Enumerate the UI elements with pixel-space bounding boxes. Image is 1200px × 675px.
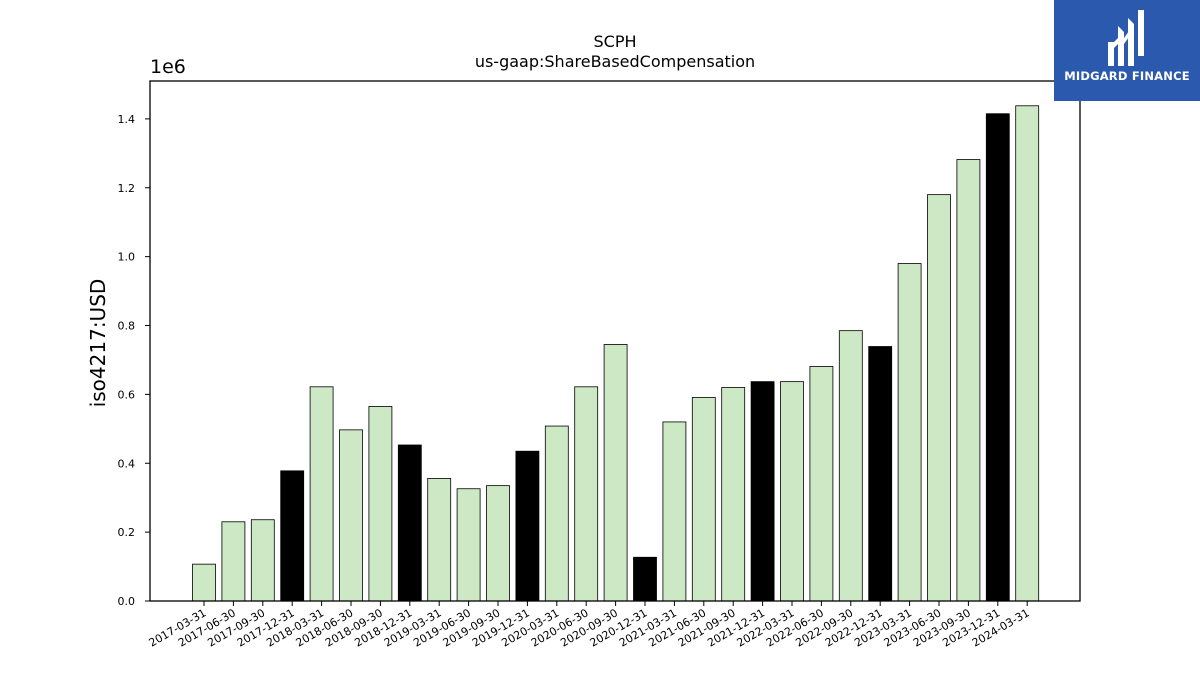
bar-2017-03-31 bbox=[192, 563, 216, 602]
bar-2023-06-30 bbox=[927, 194, 951, 602]
x-axis: 2017-03-312017-06-302017-09-302017-12-31… bbox=[147, 601, 1032, 650]
bar-2018-12-31 bbox=[397, 444, 422, 602]
bar-2017-12-31 bbox=[280, 470, 305, 602]
logo-text: MIDGARD FINANCE bbox=[1064, 69, 1190, 83]
bar-2018-09-30 bbox=[368, 406, 393, 602]
bar-2019-12-31 bbox=[515, 450, 540, 602]
y-axis-exponent-label: 1e6 bbox=[150, 56, 186, 78]
y-axis: 0.0 0.2 0.4 0.6 0.8 1.0 1.2 1.4 bbox=[118, 113, 150, 608]
bar-2021-12-31 bbox=[750, 381, 775, 602]
y-tick-label: 0.6 bbox=[118, 388, 136, 401]
bar-2019-03-31 bbox=[427, 477, 452, 602]
bar-2020-12-31 bbox=[633, 556, 657, 602]
bar-2020-09-30 bbox=[603, 344, 628, 602]
y-tick-label: 0.2 bbox=[118, 526, 136, 539]
y-tick-label: 1.0 bbox=[118, 251, 136, 264]
bar-2022-06-30 bbox=[809, 366, 834, 602]
bar-2017-06-30 bbox=[221, 521, 246, 602]
chart-title: SCPH bbox=[593, 32, 637, 51]
chart-subtitle: us-gaap:ShareBasedCompensation bbox=[474, 52, 756, 71]
bar-2020-03-31 bbox=[544, 425, 569, 602]
bar-2021-06-30 bbox=[691, 397, 716, 602]
y-tick-label: 0.8 bbox=[118, 320, 136, 333]
bar-2020-06-30 bbox=[574, 386, 599, 602]
bar-2021-09-30 bbox=[721, 387, 746, 602]
y-tick-label: 1.4 bbox=[118, 113, 136, 126]
bar-2023-09-30 bbox=[956, 159, 981, 602]
midgard-finance-logo: MIDGARD FINANCE bbox=[1054, 0, 1200, 101]
y-tick-label: 1.2 bbox=[118, 182, 136, 195]
bar-2023-12-31 bbox=[985, 113, 1010, 602]
bar-2019-06-30 bbox=[456, 488, 481, 602]
bars-group bbox=[192, 105, 1040, 602]
bar-2017-09-30 bbox=[250, 519, 275, 602]
bar-2022-09-30 bbox=[838, 330, 863, 602]
bar-2021-03-31 bbox=[662, 421, 687, 602]
y-tick-label: 0.0 bbox=[118, 595, 136, 608]
y-tick-label: 0.4 bbox=[118, 457, 136, 470]
plot-frame bbox=[149, 80, 1081, 602]
logo-mark-icon bbox=[1108, 10, 1144, 66]
bar-2022-03-31 bbox=[780, 381, 804, 602]
bar-2019-09-30 bbox=[486, 485, 510, 602]
bar-2023-03-31 bbox=[897, 263, 922, 602]
bar-2022-12-31 bbox=[868, 346, 893, 602]
bar-2018-03-31 bbox=[309, 386, 334, 602]
bar-2018-06-30 bbox=[339, 429, 363, 602]
bar-2024-03-31 bbox=[1015, 105, 1040, 602]
